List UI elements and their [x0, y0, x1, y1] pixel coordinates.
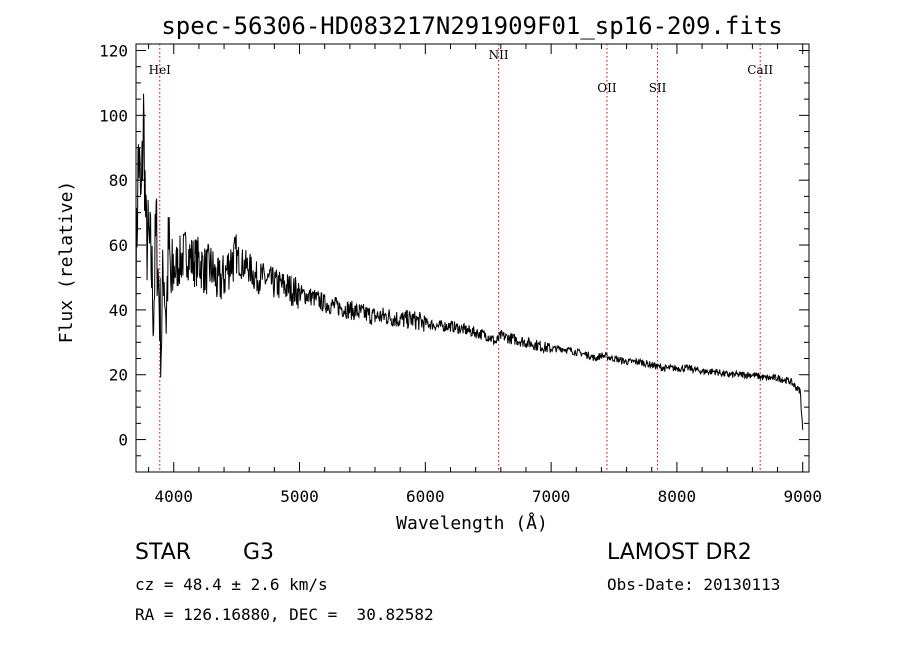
- plot-area: 4000 5000 6000 7000 8000 9000 0 20 40 60 80 100 120 H…: [99, 41, 822, 506]
- y-tick-label: 20: [109, 366, 128, 385]
- spectral-line-label: SII: [649, 81, 667, 95]
- x-tick-label: 7000: [532, 487, 571, 506]
- x-axis-label: Wavelength (Å): [396, 512, 548, 534]
- y-tick-label: 120: [99, 41, 128, 60]
- y-tick-label: 0: [118, 431, 128, 450]
- x-tick-label: 8000: [658, 487, 697, 506]
- cz-value: cz = 48.4 ± 2.6 km/s: [135, 575, 328, 594]
- x-tick-label: 6000: [406, 487, 445, 506]
- subclass: G3: [243, 540, 275, 565]
- spectral-line-label: HeI: [149, 63, 172, 77]
- x-tick-label: 5000: [280, 487, 319, 506]
- x-tick-label: 4000: [154, 487, 193, 506]
- obs-date: Obs-Date: 20130113: [607, 575, 781, 594]
- x-tick-label: 9000: [783, 487, 822, 506]
- spectral-line-label: OII: [597, 81, 617, 95]
- coordinates: RA = 126.16880, DEC = 30.82582: [135, 605, 434, 624]
- y-tick-label: 80: [109, 171, 128, 190]
- y-tick-label: 40: [109, 301, 128, 320]
- y-axis-label: Flux (relative): [56, 181, 77, 344]
- spectrum-line: [135, 93, 804, 430]
- spectral-line-label: NII: [489, 48, 509, 62]
- chart-title: spec-56306-HD083217N291909F01_sp16-209.f…: [161, 12, 782, 40]
- survey-name: LAMOST DR2: [607, 540, 752, 565]
- object-class: STAR: [135, 540, 192, 565]
- y-tick-label: 60: [109, 236, 128, 255]
- y-tick-label: 100: [99, 106, 128, 125]
- spectral-line-label: CaII: [747, 63, 773, 77]
